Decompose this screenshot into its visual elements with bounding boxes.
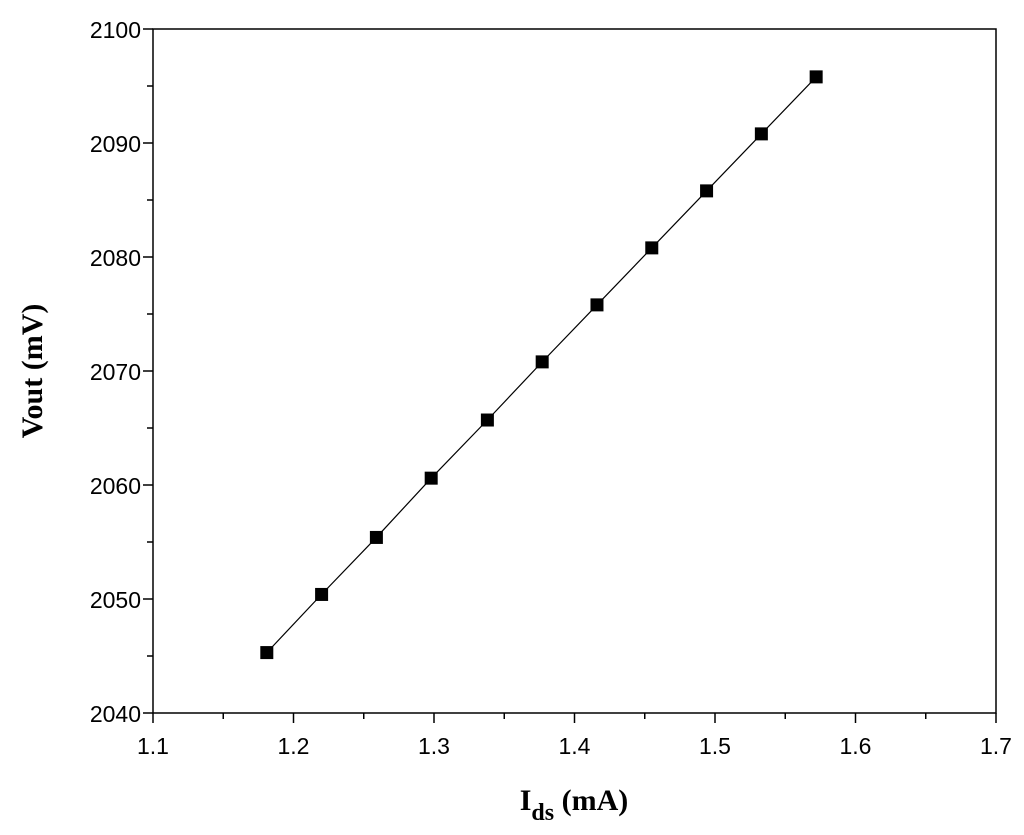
data-point <box>645 241 659 255</box>
data-point <box>480 413 494 427</box>
data-point <box>424 471 438 485</box>
x-axis-tick-labels: 1.1 1.2 1.3 1.4 1.5 1.6 1.7 <box>137 733 1012 759</box>
data-point-markers <box>260 70 823 660</box>
data-point <box>700 184 714 198</box>
x-tick-label: 1.2 <box>278 733 310 759</box>
y-tick-label: 2090 <box>90 131 141 157</box>
y-tick-label: 2040 <box>90 701 141 727</box>
data-point <box>535 355 549 369</box>
x-axis-title-subscript: ds <box>531 800 554 826</box>
data-point <box>260 646 274 660</box>
y-axis-title: Vout (mV) <box>16 304 49 439</box>
y-tick-label: 2100 <box>90 17 141 43</box>
y-tick-label: 2080 <box>90 245 141 271</box>
x-axis-title-unit: (mA) <box>554 784 628 817</box>
x-axis-title: Ids (mA) <box>520 784 629 826</box>
x-tick-label: 1.6 <box>840 733 872 759</box>
data-point <box>590 298 604 312</box>
plot-area-frame <box>152 28 997 714</box>
y-axis-tick-labels: 2040 2050 2060 2070 2080 2090 2100 <box>90 17 141 727</box>
x-tick-label: 1.3 <box>418 733 450 759</box>
x-tick-label: 1.5 <box>699 733 731 759</box>
data-point <box>369 530 383 544</box>
x-axis-title-main: I <box>520 784 532 817</box>
data-point <box>809 70 823 84</box>
x-tick-label: 1.4 <box>559 733 591 759</box>
x-tick-label: 1.1 <box>137 733 169 759</box>
y-tick-label: 2050 <box>90 587 141 613</box>
y-axis-ticks <box>143 28 153 714</box>
data-point <box>754 127 768 141</box>
data-point <box>315 587 329 601</box>
y-tick-label: 2060 <box>90 473 141 499</box>
y-tick-label: 2070 <box>90 359 141 385</box>
x-tick-label: 1.7 <box>980 733 1012 759</box>
x-axis-ticks <box>152 713 997 723</box>
